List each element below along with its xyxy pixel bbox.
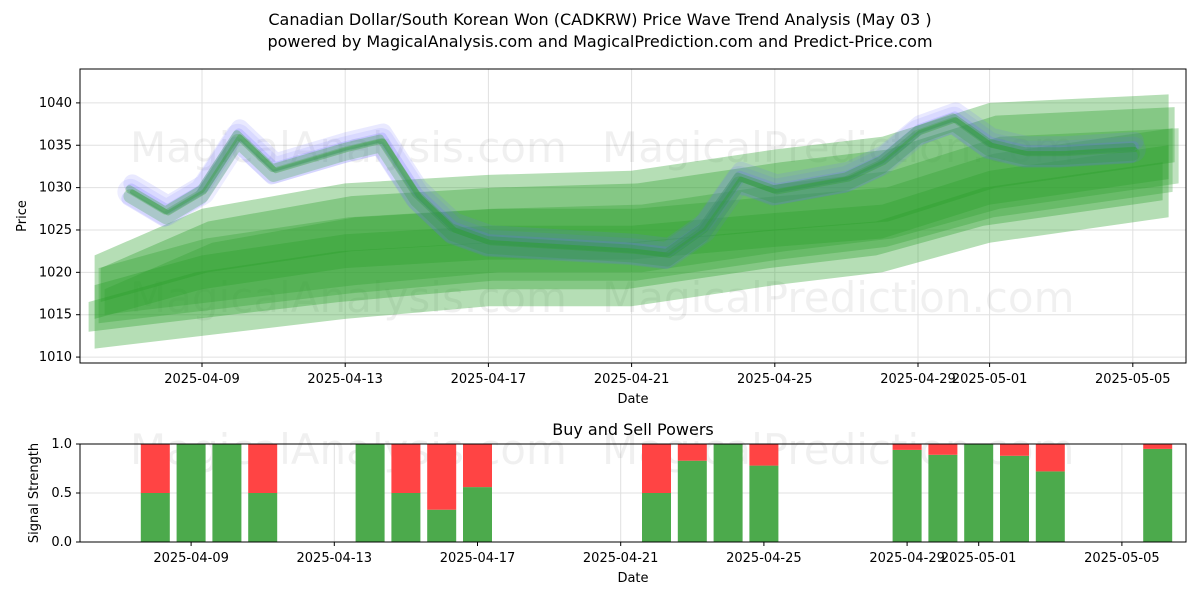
sell-bar: [463, 444, 492, 488]
x-tick-label: 2025-04-21: [583, 551, 659, 566]
x-axis-label: Date: [617, 392, 648, 407]
y-tick-label: 1030: [39, 181, 72, 196]
x-tick-label: 2025-04-29: [869, 551, 945, 566]
x-tick-label: 2025-04-21: [594, 372, 670, 387]
trend-band: [104, 128, 1179, 315]
top-grid: [80, 69, 1186, 363]
watermark: MagicalPrediction.com: [602, 123, 1075, 172]
y-tick-label: 1040: [39, 96, 72, 111]
x-tick-label: 2025-04-09: [164, 372, 240, 387]
sell-bar: [391, 444, 421, 493]
buy-bar: [140, 493, 170, 542]
buy-bar: [713, 444, 743, 542]
y-tick-label: 1010: [39, 350, 72, 365]
x-axis-label: Date: [617, 571, 648, 586]
trend-band: [88, 162, 1163, 332]
x-tick-label: 2025-04-13: [297, 551, 373, 566]
buy-bar: [677, 460, 707, 542]
trend-band: [100, 107, 1175, 302]
x-tick-label: 2025-04-29: [880, 372, 956, 387]
bottom-chart-title: Buy and Sell Powers: [552, 420, 714, 439]
x-tick-label: 2025-05-01: [952, 372, 1028, 387]
price-wave-line: [125, 113, 1136, 257]
trend-band: [94, 145, 1169, 349]
buy-bar: [964, 444, 994, 542]
y-tick-label: 1015: [39, 308, 72, 323]
x-tick-label: 2025-04-13: [307, 372, 383, 387]
sell-bar: [140, 444, 170, 493]
sell-bar: [642, 444, 671, 493]
x-tick-label: 2025-04-09: [153, 551, 229, 566]
chart-subtitle: powered by MagicalAnalysis.com and Magic…: [267, 32, 933, 51]
price-wave-line: [121, 119, 1138, 270]
price-wave-line: [117, 106, 1146, 269]
y-axis-label: Price: [15, 200, 30, 232]
trend-band: [98, 128, 1173, 324]
y-tick-label: 1025: [39, 223, 72, 238]
price-wave-line: [126, 111, 1139, 257]
x-tick-label: 2025-05-05: [1084, 551, 1160, 566]
sell-bar: [248, 444, 278, 493]
buy-bar: [355, 444, 385, 542]
buy-bar: [427, 509, 457, 542]
x-tick-label: 2025-04-17: [440, 551, 516, 566]
price-wave-line: [129, 117, 1138, 258]
buy-bar: [463, 487, 492, 542]
watermark: MagicalAnalysis.com: [130, 273, 567, 322]
x-tick-label: 2025-05-05: [1095, 372, 1171, 387]
chart-title: Canadian Dollar/South Korean Won (CADKRW…: [268, 10, 932, 29]
buy-bar: [1143, 448, 1173, 542]
x-tick-label: 2025-04-17: [451, 372, 527, 387]
sell-bar: [1000, 444, 1029, 456]
price-wave-line: [123, 102, 1144, 256]
buy-bar: [1000, 455, 1029, 542]
buy-bar: [892, 449, 922, 542]
sell-bar: [427, 444, 457, 510]
y-tick-label: 1.0: [51, 437, 72, 452]
y-tick-label: 0.0: [51, 535, 72, 550]
y-axis-label: Signal Strength: [27, 443, 42, 543]
buy-bar: [928, 454, 958, 542]
x-tick-label: 2025-04-25: [726, 551, 802, 566]
sell-bar: [928, 444, 958, 455]
buy-bar: [212, 444, 242, 542]
sell-bar: [749, 444, 779, 466]
buy-bar: [176, 444, 206, 542]
price-wave-line: [123, 117, 1140, 267]
top-plot-area: [88, 94, 1179, 349]
bars-group: [140, 444, 1173, 542]
sell-bar: [1143, 444, 1173, 449]
y-tick-label: 0.5: [51, 486, 72, 501]
sell-bar: [677, 444, 707, 461]
watermark: MagicalPrediction.com: [602, 273, 1075, 322]
buy-bar: [1035, 471, 1065, 542]
watermark: MagicalAnalysis.com: [130, 123, 567, 172]
trend-band: [94, 94, 1169, 319]
y-tick-label: 1020: [39, 265, 72, 280]
x-tick-label: 2025-04-25: [737, 372, 813, 387]
buy-bar: [642, 493, 671, 542]
buy-bar: [248, 493, 278, 542]
y-tick-label: 1035: [39, 138, 72, 153]
sell-bar: [1035, 444, 1065, 472]
buy-bar: [749, 465, 779, 542]
buy-bar: [391, 493, 421, 542]
x-tick-label: 2025-05-01: [941, 551, 1017, 566]
top-axes-frame: [79, 68, 1187, 364]
sell-bar: [892, 444, 922, 450]
